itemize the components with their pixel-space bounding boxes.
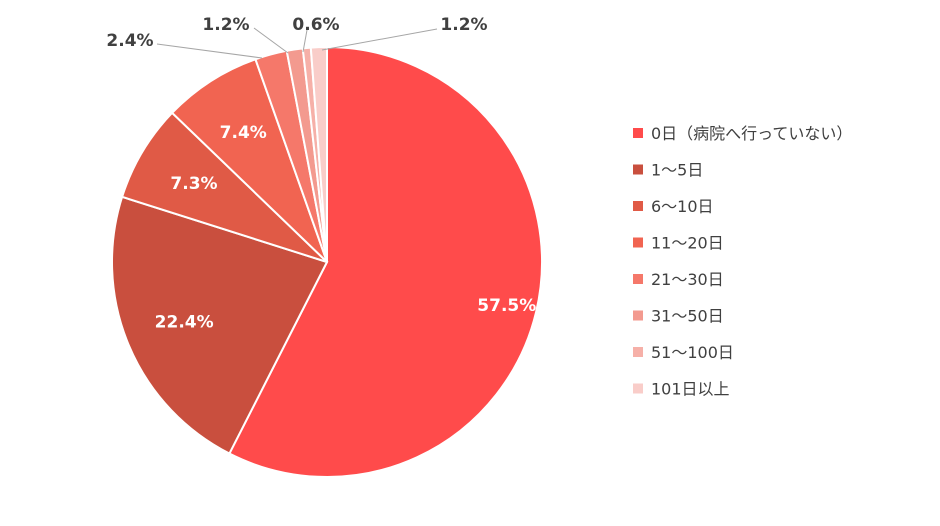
data-label-4: 2.4% xyxy=(106,31,153,51)
pie-slice-0 xyxy=(228,45,543,478)
legend-swatch-6 xyxy=(633,347,643,357)
data-label-7: 1.2% xyxy=(440,15,487,35)
legend-swatch-7 xyxy=(633,383,643,394)
legend-label-1: 1～5日 xyxy=(651,161,703,180)
data-label-1: 22.4% xyxy=(155,313,214,333)
leader-line-5 xyxy=(253,27,289,54)
legend: 0日（病院へ行っていない） 1～5日 6～10日 11～20日 21～30日 31～50日… xyxy=(633,124,852,399)
data-label-3: 7.4% xyxy=(220,123,267,143)
pie-slice-7 xyxy=(309,45,328,263)
legend-label-7: 101日以上 xyxy=(651,380,730,399)
legend-swatch-4 xyxy=(633,274,643,284)
legend-label-3: 11～20日 xyxy=(651,234,724,253)
pie-slice-3 xyxy=(170,57,328,263)
data-label-0: 57.5% xyxy=(477,296,536,316)
data-label-2: 7.3% xyxy=(170,174,217,194)
data-label-5: 1.2% xyxy=(202,15,249,35)
legend-label-6: 51～100日 xyxy=(651,343,734,362)
legend-swatch-5 xyxy=(633,310,643,321)
leader-line-4 xyxy=(156,43,263,59)
legend-label-5: 31～50日 xyxy=(651,307,724,326)
legend-label-4: 21～30日 xyxy=(651,270,724,289)
data-label-6: 0.6% xyxy=(292,15,339,35)
pie-slice-1 xyxy=(111,195,329,455)
legend-swatch-0 xyxy=(633,128,643,138)
legend-swatch-1 xyxy=(633,164,643,175)
leader-lines xyxy=(156,27,438,59)
data-labels: 57.5% 22.4% 7.3% 7.4% 2.4% 1.2% 0.6% 1.2% xyxy=(106,15,536,333)
legend-label-2: 6～10日 xyxy=(651,197,714,216)
leader-line-6 xyxy=(302,29,308,53)
pie-slices xyxy=(111,45,543,478)
leader-line-7 xyxy=(321,28,438,51)
legend-swatch-2 xyxy=(633,201,643,211)
legend-label-0: 0日（病院へ行っていない） xyxy=(651,124,852,143)
legend-swatch-3 xyxy=(633,237,643,248)
pie-slice-2 xyxy=(120,111,328,263)
